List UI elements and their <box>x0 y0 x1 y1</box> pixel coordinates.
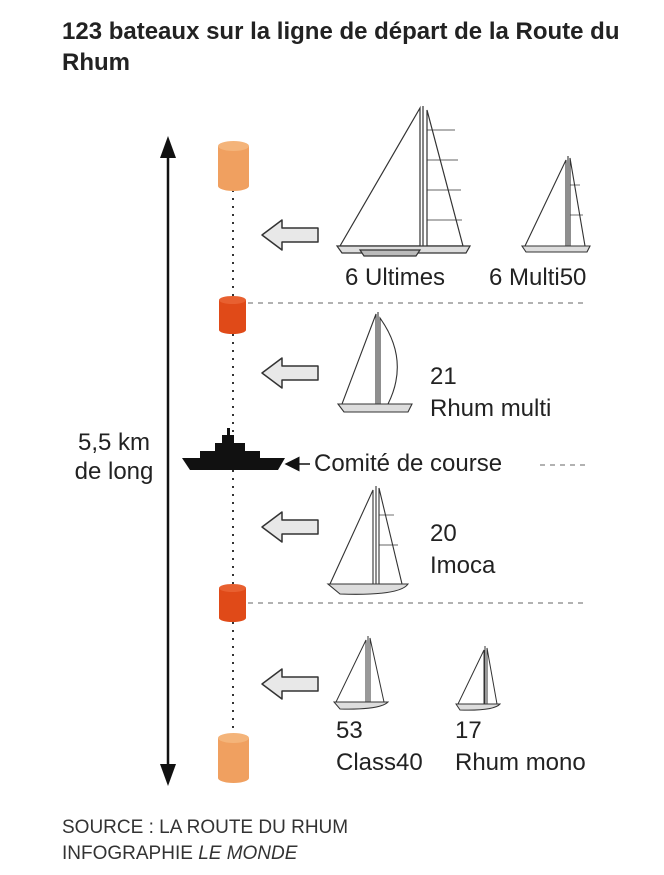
buoy-bottom <box>218 733 249 783</box>
class-label-ultimes: 6 Ultimes <box>345 263 445 292</box>
credit-prefix: INFOGRAPHIE <box>62 843 199 864</box>
class-label-rhum-multi: 21 Rhum multi <box>430 361 551 425</box>
buoy-top <box>218 141 249 191</box>
class-name: Imoca <box>430 552 496 579</box>
multi50-boat-icon <box>520 156 591 253</box>
length-unit-text: de long <box>74 458 154 485</box>
class-count: 53 <box>336 717 363 744</box>
committee-label: Comité de course <box>314 450 503 477</box>
class40-boat-icon <box>332 636 390 710</box>
class-name: Multi50 <box>509 264 587 291</box>
buoy-mid-2 <box>219 584 246 622</box>
class-label-class40: 53 Class40 <box>336 715 423 779</box>
class-label-rhum-mono: 17 Rhum mono <box>455 715 586 779</box>
length-arrow <box>160 136 176 786</box>
class-name: Ultimes <box>365 264 446 291</box>
class-count: 21 <box>430 363 457 390</box>
credit-line: INFOGRAPHIE LE MONDE <box>62 841 348 867</box>
source-credit: SOURCE : LA ROUTE DU RHUM INFOGRAPHIE LE… <box>62 815 348 867</box>
class-count: 6 <box>489 264 503 291</box>
buoy-mid-1 <box>219 296 246 334</box>
credit-publication: LE MONDE <box>198 843 298 864</box>
imoca-boat-icon <box>326 486 410 595</box>
class-name: Rhum mono <box>455 749 586 776</box>
infographic-title: 123 bateaux sur la ligne de départ de la… <box>62 18 620 76</box>
direction-arrow-icon <box>261 668 319 700</box>
class-label-imoca: 20 Imoca <box>430 518 495 582</box>
class-count: 17 <box>455 717 482 744</box>
direction-arrow-icon <box>261 357 319 389</box>
class-name: Rhum multi <box>430 395 552 422</box>
ultime-boat-icon <box>335 105 472 257</box>
class-count: 6 <box>345 264 359 291</box>
rhum-mono-boat-icon <box>455 646 502 711</box>
rhum-multi-boat-icon <box>336 312 413 413</box>
direction-arrow-icon <box>261 511 319 543</box>
committee-ship-icon <box>182 428 285 470</box>
direction-arrow-icon <box>261 219 319 251</box>
class-count: 20 <box>430 520 457 547</box>
class-label-multi50: 6 Multi50 <box>489 263 586 292</box>
class-name: Class40 <box>336 749 423 776</box>
source-line: SOURCE : LA ROUTE DU RHUM <box>62 817 349 838</box>
length-label: 5,5 km de long <box>69 428 159 486</box>
length-value: 5,5 km <box>77 429 151 456</box>
